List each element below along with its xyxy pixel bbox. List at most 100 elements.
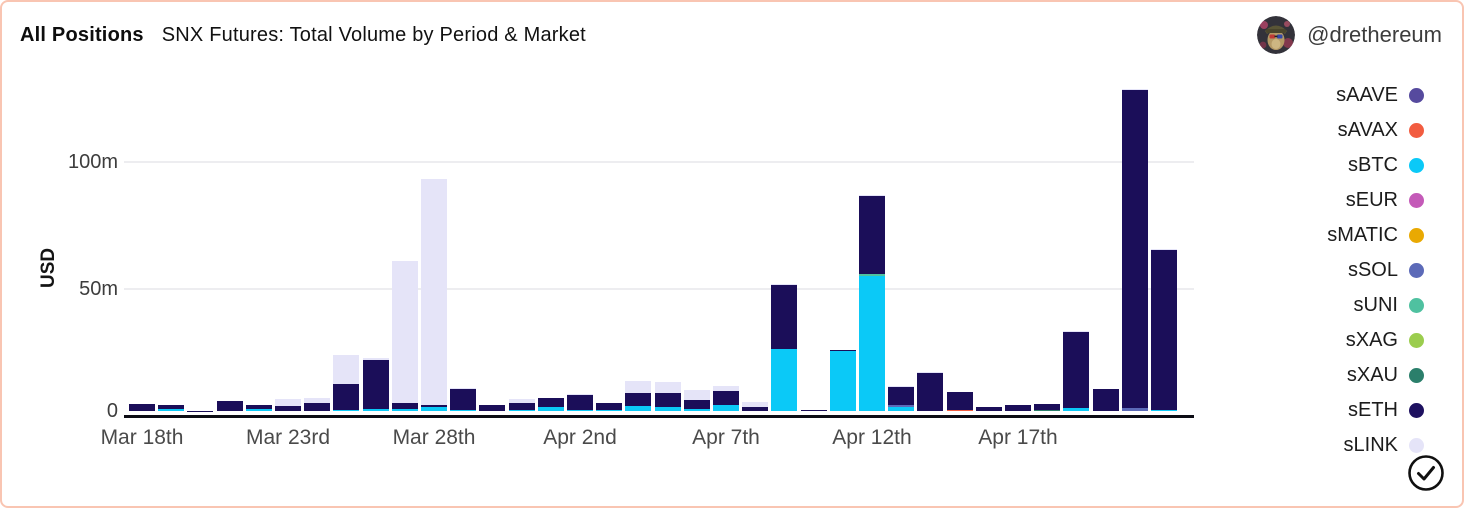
bar-segment-sAVAX [946, 410, 973, 411]
legend-item-sLINK[interactable]: sLINK [1327, 428, 1424, 463]
all-positions-badge: All Positions [20, 24, 144, 46]
bar-segment-sLINK [1121, 89, 1148, 90]
bar-mar-27[interactable] [391, 261, 418, 411]
bar-segment-sLINK [683, 390, 710, 400]
y-tick-0: 0 [106, 400, 118, 422]
bar-segment-sETH [333, 383, 360, 411]
bar-apr-9[interactable] [771, 283, 798, 411]
bar-mar-22[interactable] [245, 404, 272, 411]
bar-apr-21[interactable] [1121, 89, 1148, 411]
bar-apr-10[interactable] [800, 409, 827, 411]
legend-label-sBTC: sBTC [1348, 154, 1398, 176]
bar-segment-sETH [1121, 89, 1148, 408]
bar-segment-sBTC [713, 405, 739, 411]
header: All Positions SNX Futures: Total Volume … [20, 24, 586, 47]
x-axis-line [124, 415, 1194, 418]
bar-mar-29[interactable] [450, 387, 477, 411]
legend-item-sUNI[interactable]: sUNI [1327, 288, 1424, 323]
bar-segment-sBTC [362, 408, 389, 411]
bar-apr-8[interactable] [742, 402, 769, 411]
bar-apr-4[interactable] [625, 381, 652, 411]
bar-segment-sETH [129, 404, 155, 411]
bar-segment-sLINK [508, 399, 535, 403]
legend-dot-sAVAX [1409, 123, 1424, 138]
legend-label-sAVAX: sAVAX [1337, 119, 1398, 141]
bar-segment-sBTC [596, 409, 623, 411]
bar-segment-sETH [888, 386, 915, 405]
legend-label-sMATIC: sMATIC [1327, 224, 1398, 246]
bar-segment-sLINK [888, 385, 915, 387]
legend-item-sXAG[interactable]: sXAG [1327, 323, 1424, 358]
bar-segment-sETH [742, 407, 769, 411]
bar-mar-28[interactable] [421, 178, 447, 411]
checkmark-icon[interactable] [1406, 453, 1446, 493]
bar-segment-sBTC [245, 409, 272, 411]
bar-segment-sUNI [859, 274, 885, 277]
bar-segment-sETH [275, 405, 301, 411]
bar-apr-16[interactable] [975, 406, 1002, 411]
bar-apr-5[interactable] [654, 382, 681, 411]
bar-apr-1[interactable] [537, 398, 564, 411]
user-handle[interactable]: @drethereum [1307, 22, 1442, 47]
bar-segment-sLINK [1151, 248, 1177, 250]
bar-segment-sBTC [450, 409, 477, 411]
bar-segment-sETH [479, 404, 506, 411]
bar-apr-6[interactable] [683, 390, 710, 411]
bar-apr-12[interactable] [859, 194, 885, 411]
legend-label-sEUR: sEUR [1345, 189, 1398, 211]
bar-mar-19[interactable] [158, 404, 185, 411]
bar-mar-24[interactable] [304, 397, 331, 411]
legend-item-sAVAX[interactable]: sAVAX [1327, 113, 1424, 148]
bar-segment-sETH [859, 195, 885, 275]
bar-apr-3[interactable] [596, 402, 623, 411]
bar-mar-30[interactable] [479, 404, 506, 411]
bar-apr-11[interactable] [829, 349, 856, 411]
bar-segment-sBTC [829, 351, 856, 411]
bar-segment-sETH [508, 402, 535, 410]
bar-apr-13[interactable] [888, 385, 915, 411]
legend-item-sEUR[interactable]: sEUR [1327, 183, 1424, 218]
bar-apr-2[interactable] [567, 393, 593, 411]
legend: sAAVE sAVAX sBTC sEUR sMATIC sSOL sUNI sXAG sXAU… [1327, 78, 1424, 463]
x-tick-apr-2nd: Apr 2nd [543, 426, 617, 449]
legend-item-sAAVE[interactable]: sAAVE [1327, 78, 1424, 113]
bar-mar-18[interactable] [129, 404, 155, 411]
bar-mar-21[interactable] [216, 400, 243, 411]
legend-item-sXAU[interactable]: sXAU [1327, 358, 1424, 393]
avatar[interactable] [1257, 16, 1296, 54]
bar-mar-25[interactable] [333, 355, 360, 411]
bar-segment-sETH [946, 391, 973, 411]
bar-segment-sETH [771, 284, 798, 349]
bar-mar-23[interactable] [275, 398, 301, 411]
bar-mar-26[interactable] [362, 358, 389, 411]
legend-item-sSOL[interactable]: sSOL [1327, 253, 1424, 288]
legend-dot-sLINK [1409, 438, 1424, 453]
bar-apr-17[interactable] [1005, 405, 1031, 411]
bar-segment-sETH [917, 373, 944, 411]
bar-apr-19[interactable] [1063, 330, 1090, 411]
bar-segment-sLINK [450, 387, 477, 389]
bar-apr-18[interactable] [1034, 403, 1061, 411]
bar-apr-7[interactable] [713, 386, 739, 411]
bar-segment-sLINK [917, 371, 944, 374]
legend-label-sSOL: sSOL [1347, 259, 1398, 281]
legend-item-sMATIC[interactable]: sMATIC [1327, 218, 1424, 253]
bar-apr-15[interactable] [946, 391, 973, 411]
profile: @drethereum [1257, 16, 1442, 54]
y-tick-50m: 50m [79, 278, 118, 300]
legend-item-sBTC[interactable]: sBTC [1327, 148, 1424, 183]
bar-segment-sBTC [888, 406, 915, 411]
bar-segment-sETH [1151, 249, 1177, 410]
y-tick-100m: 100m [67, 151, 118, 173]
bar-segment-sLINK [391, 261, 418, 404]
bar-apr-22[interactable] [1151, 248, 1177, 411]
bar-segment-sBTC [391, 409, 418, 411]
bar-apr-20[interactable] [1092, 389, 1119, 411]
bar-segment-sETH [800, 409, 827, 411]
legend-label-sAAVE: sAAVE [1336, 84, 1398, 106]
x-tick-mar-28th: Mar 28th [392, 426, 476, 449]
bar-apr-14[interactable] [917, 371, 944, 411]
bar-mar-31[interactable] [508, 399, 535, 411]
legend-item-sETH[interactable]: sETH [1327, 393, 1424, 428]
x-tick-mar-18th: Mar 18th [100, 426, 184, 449]
